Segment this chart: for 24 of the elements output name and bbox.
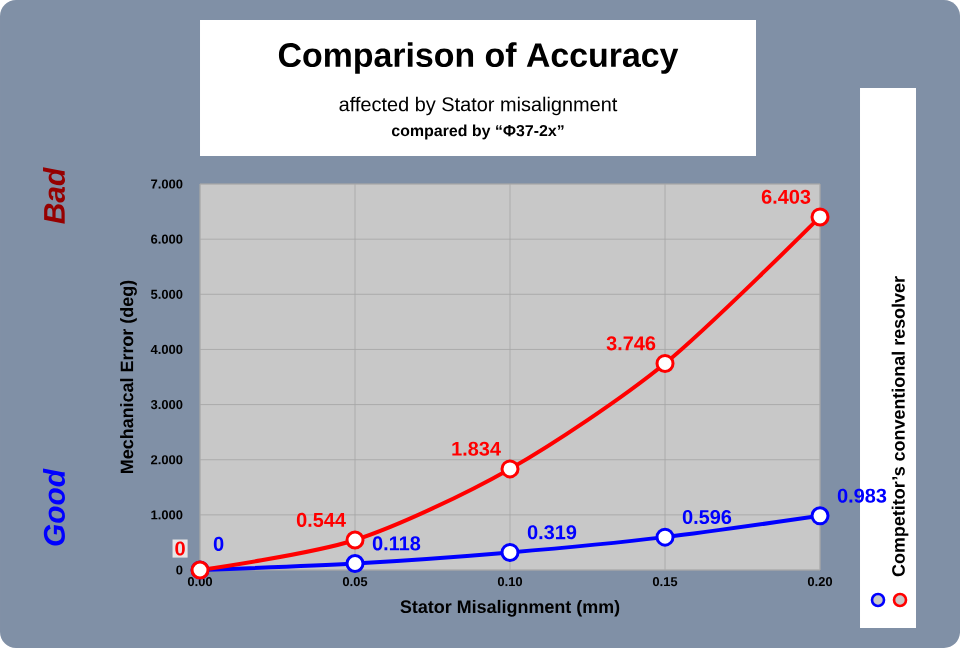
point [500,542,520,562]
chart-title: Comparison of Accuracy [278,42,679,74]
data-label: 0.319 [527,525,577,540]
text: Good [43,468,65,546]
data-label: 3.746 [606,336,656,351]
data-label: 0.544 [296,512,346,527]
text: Bad [43,167,65,224]
point [500,459,520,479]
data-label: 0.596 [682,510,732,525]
x-axis-title: Stator Misalignment (mm) [400,599,620,617]
data-label: 0 [213,536,224,551]
y-axis-title: Mechanical Error (deg) [120,280,137,473]
point [345,553,365,573]
text: Competitor’s conventional resolver [891,276,909,577]
data-label: 1.834 [452,441,501,456]
data-label: 6.403 [761,189,811,204]
data-label: 0.118 [372,536,421,551]
data-label: 0.983 [837,488,887,503]
point [810,207,830,227]
chart-subtitle: affected by Stator misalignment [339,96,618,116]
point [345,530,365,550]
point [655,353,675,373]
point [655,527,675,547]
point [810,506,830,526]
